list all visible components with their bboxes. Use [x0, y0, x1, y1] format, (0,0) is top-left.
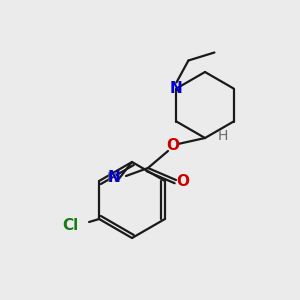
Text: N: N	[170, 81, 183, 96]
Text: O: O	[176, 173, 190, 188]
Text: O: O	[167, 139, 179, 154]
Text: N: N	[107, 170, 120, 185]
Text: H: H	[107, 171, 117, 185]
Text: Cl: Cl	[62, 218, 78, 232]
Text: H: H	[218, 129, 228, 143]
